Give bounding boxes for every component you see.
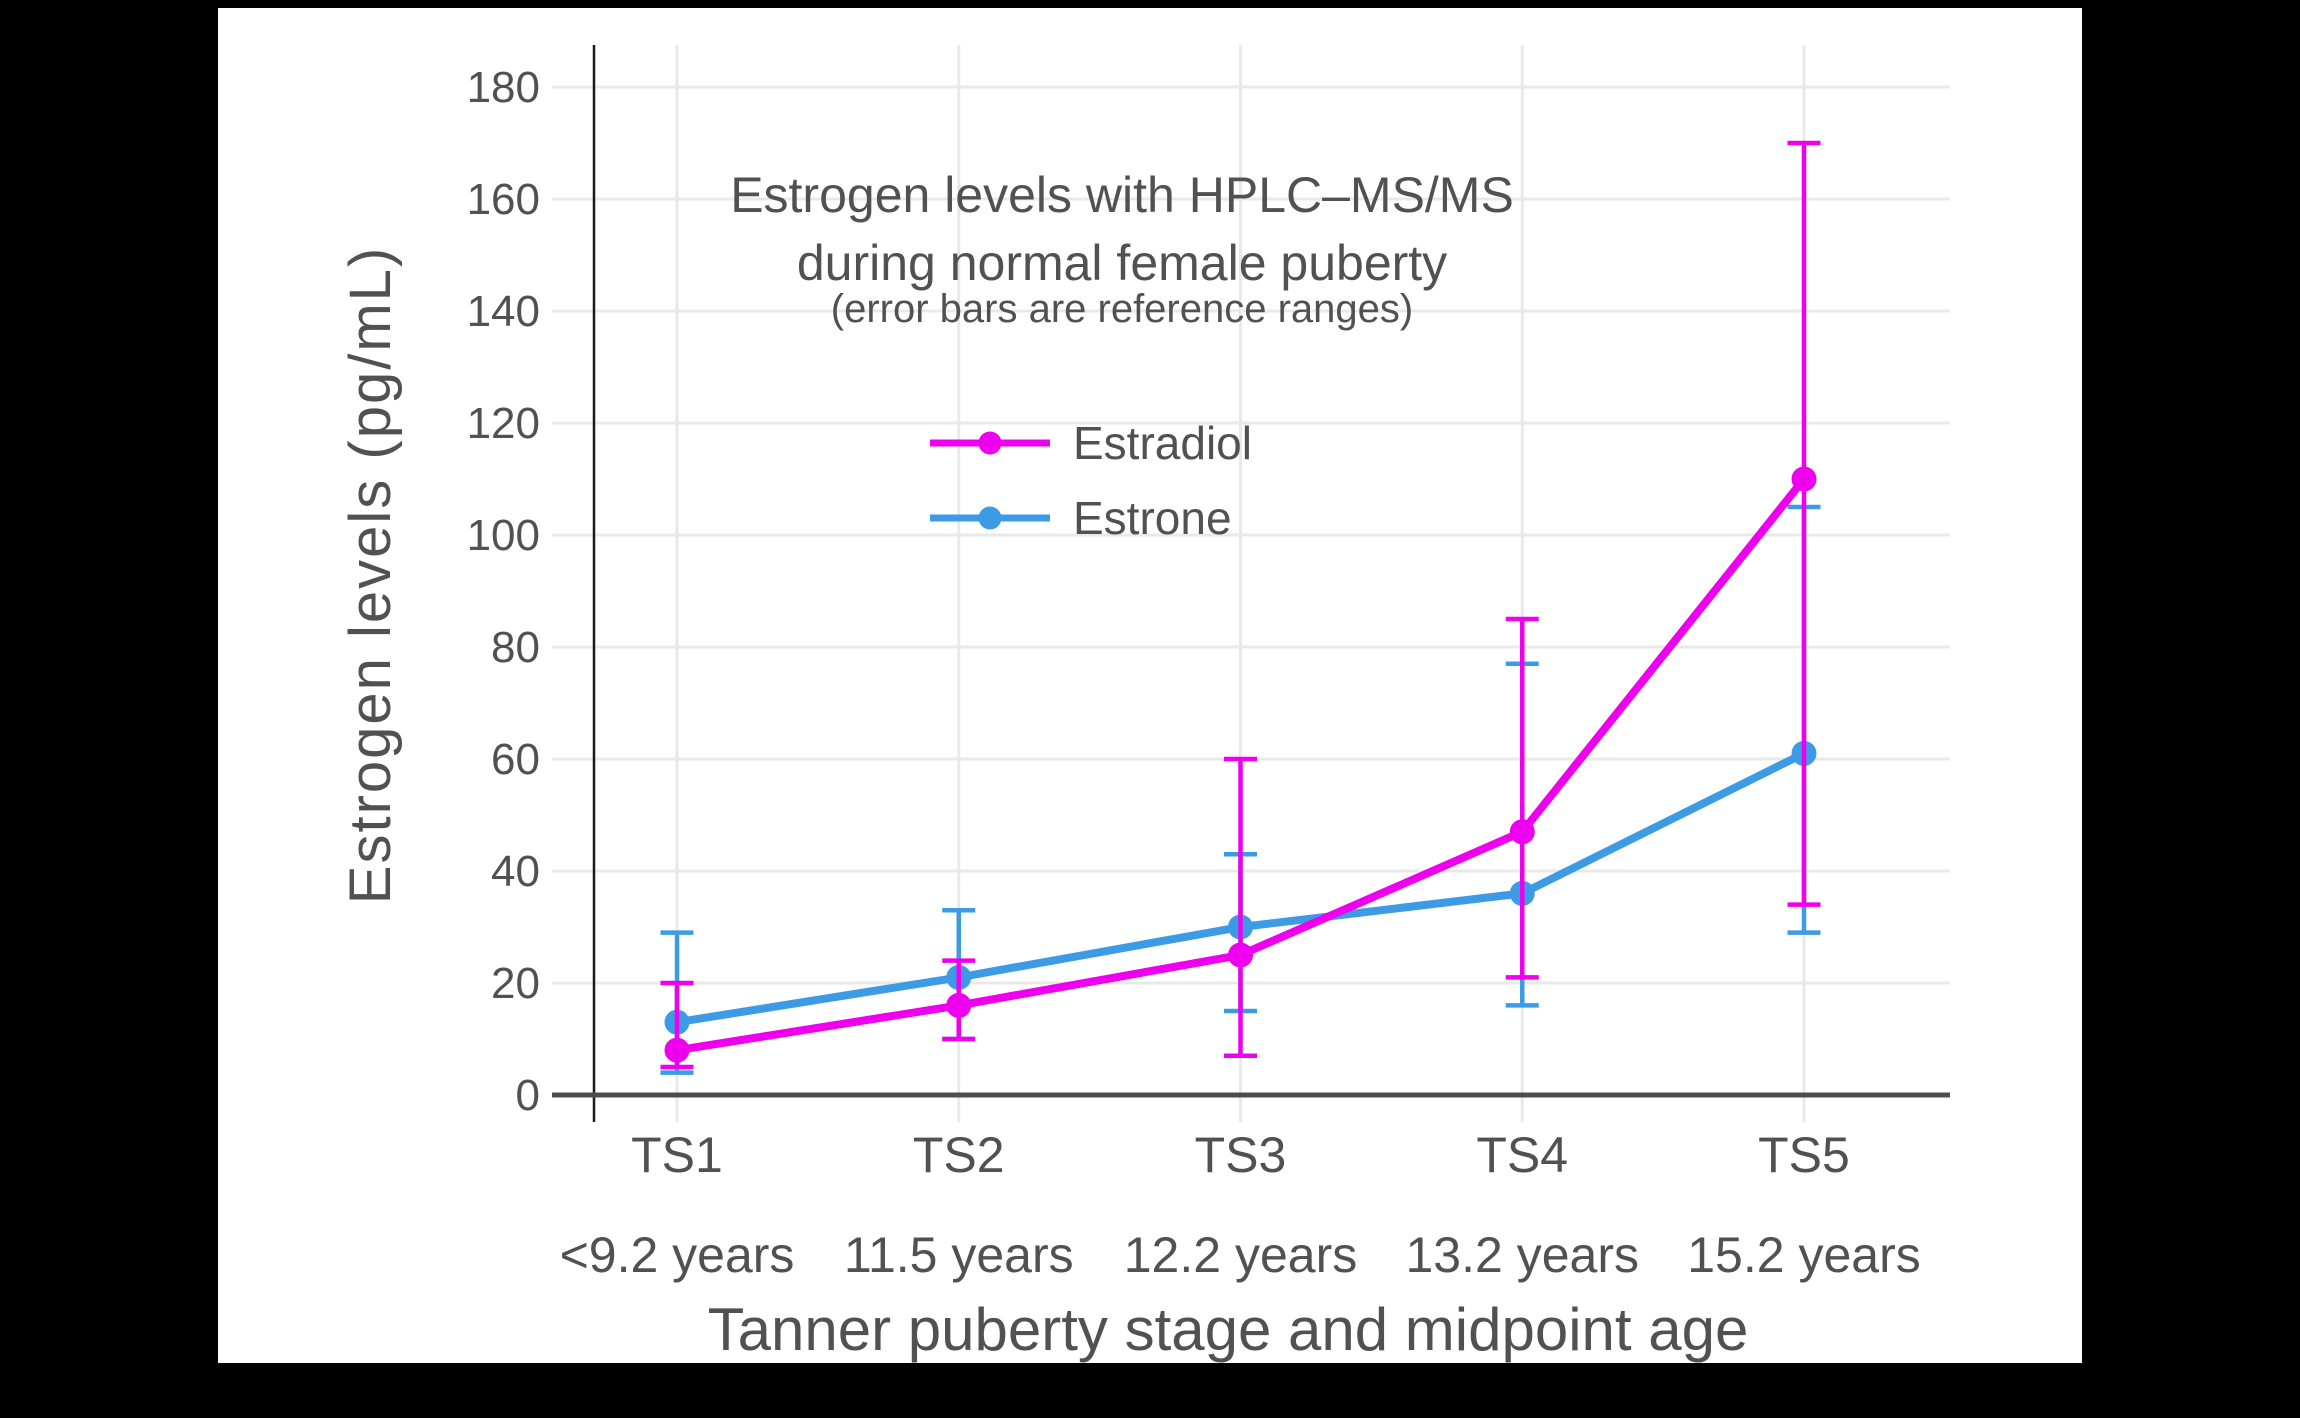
- x-tick-sublabel: <9.2 years: [560, 1227, 795, 1283]
- x-tick-sublabel: 11.5 years: [844, 1227, 1074, 1283]
- y-tick-label: 120: [467, 399, 540, 448]
- data-point-marker: [1228, 942, 1253, 968]
- data-point-marker: [946, 992, 972, 1018]
- y-tick-label: 160: [467, 175, 540, 224]
- x-axis-title: Tanner puberty stage and midpoint age: [708, 1296, 1749, 1363]
- x-tick-sublabel: 15.2 years: [1687, 1227, 1920, 1283]
- horizontal-gridlines: [552, 85, 1950, 1097]
- x-tick-sublabel: 13.2 years: [1406, 1227, 1639, 1283]
- legend: Estradiol Estrone: [930, 417, 1252, 544]
- chart-title-line-2: during normal female puberty: [797, 235, 1447, 291]
- y-tick-label: 40: [491, 847, 540, 896]
- data-point-marker: [1791, 466, 1817, 492]
- y-tick-label: 140: [467, 287, 540, 336]
- x-tick-labels: TS1 TS2 TS3 TS4 TS5 <9.2 years 11.5 years 12.2 …: [560, 1127, 1921, 1283]
- chart-canvas: [218, 8, 2082, 1363]
- x-tick-label: TS3: [1195, 1127, 1287, 1183]
- x-tick-label: TS5: [1758, 1127, 1850, 1183]
- y-tick-label: 0: [516, 1071, 540, 1120]
- legend-item-estrone: Estrone: [930, 492, 1232, 544]
- y-tick-label: 80: [491, 623, 540, 672]
- y-tick-label: 20: [491, 959, 540, 1008]
- legend-label: Estrone: [1073, 492, 1232, 544]
- x-tick-sublabel: 12.2 years: [1124, 1227, 1357, 1283]
- y-tick-labels: 0 20 40 60 80 100 120 140 160 180: [467, 63, 540, 1120]
- chart-subtitle: (error bars are reference ranges): [831, 287, 1413, 331]
- x-tick-label: TS1: [631, 1127, 723, 1183]
- y-tick-label: 180: [467, 63, 540, 112]
- y-tick-label: 100: [467, 511, 540, 560]
- y-tick-label: 60: [491, 735, 540, 784]
- legend-item-estradiol: Estradiol: [930, 417, 1252, 469]
- legend-swatch-marker: [978, 506, 1002, 530]
- legend-swatch-marker: [978, 431, 1002, 455]
- data-point-marker: [1509, 819, 1535, 845]
- data-point-marker: [664, 1037, 690, 1063]
- x-tick-label: TS2: [913, 1127, 1005, 1183]
- y-axis-title: Estrogen levels (pg/mL): [338, 246, 403, 904]
- legend-label: Estradiol: [1073, 417, 1252, 469]
- series-estradiol: [660, 140, 1821, 1070]
- chart-title-line-1: Estrogen levels with HPLC–MS/MS: [730, 167, 1514, 223]
- x-tick-label: TS4: [1476, 1127, 1568, 1183]
